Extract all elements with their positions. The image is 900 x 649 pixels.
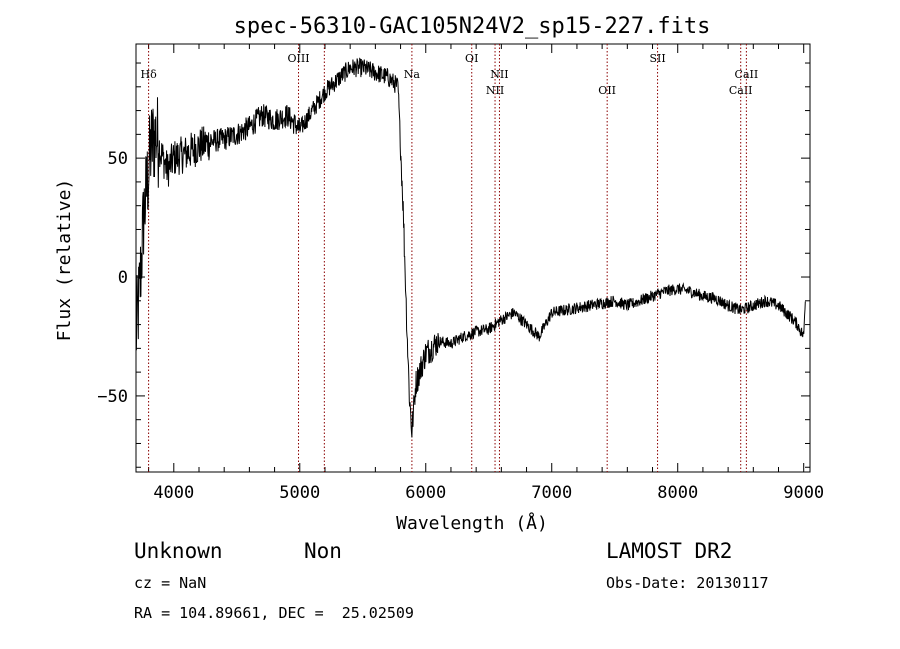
plot-area: 4000 5000 6000 7000 8000 9000 −50 0 50 Hδ OIII Na OI… xyxy=(97,43,824,503)
plot-frame xyxy=(135,43,811,473)
x-tick-label: 6000 xyxy=(405,483,446,503)
subclass-label: Non xyxy=(304,539,342,563)
spectral-line-label: CaII xyxy=(729,84,753,97)
chart-title: spec-56310-GAC105N24V2_sp15-227.fits xyxy=(234,14,711,39)
spectral-line-label: Na xyxy=(404,68,421,81)
x-tick-label: 8000 xyxy=(657,483,698,503)
spectral-line-label: Hδ xyxy=(140,68,157,81)
classification-label: Unknown xyxy=(134,539,223,563)
spectral-line-label: OIII xyxy=(287,52,309,65)
spectral-line-label: OII xyxy=(598,84,616,97)
x-axis-label: Wavelength (Å) xyxy=(396,512,548,534)
survey-label: LAMOST DR2 xyxy=(606,539,733,563)
y-axis-label: Flux (relative) xyxy=(54,179,75,342)
x-tick-label: 7000 xyxy=(531,483,572,503)
y-tick-label: −50 xyxy=(97,387,128,407)
spectral-line-label: OI xyxy=(465,52,478,65)
x-tick-label: 9000 xyxy=(783,483,824,503)
y-tick-label: 0 xyxy=(118,268,128,288)
redshift-label: cz = NaN xyxy=(134,574,207,592)
coordinates-label: RA = 104.89661, DEC = 25.02509 xyxy=(134,604,414,622)
x-tick-label: 4000 xyxy=(153,483,194,503)
obs-date-label: Obs-Date: 20130117 xyxy=(606,574,769,592)
x-tick-label: 5000 xyxy=(279,483,320,503)
spectral-line-label: NII xyxy=(490,68,508,81)
spectral-line-label: SII xyxy=(649,52,665,65)
y-tick-label: 50 xyxy=(108,149,128,169)
spectral-line-label: CaII xyxy=(735,68,759,81)
spectrum-series-line xyxy=(135,57,806,438)
spectral-line-label: NII xyxy=(486,84,504,97)
